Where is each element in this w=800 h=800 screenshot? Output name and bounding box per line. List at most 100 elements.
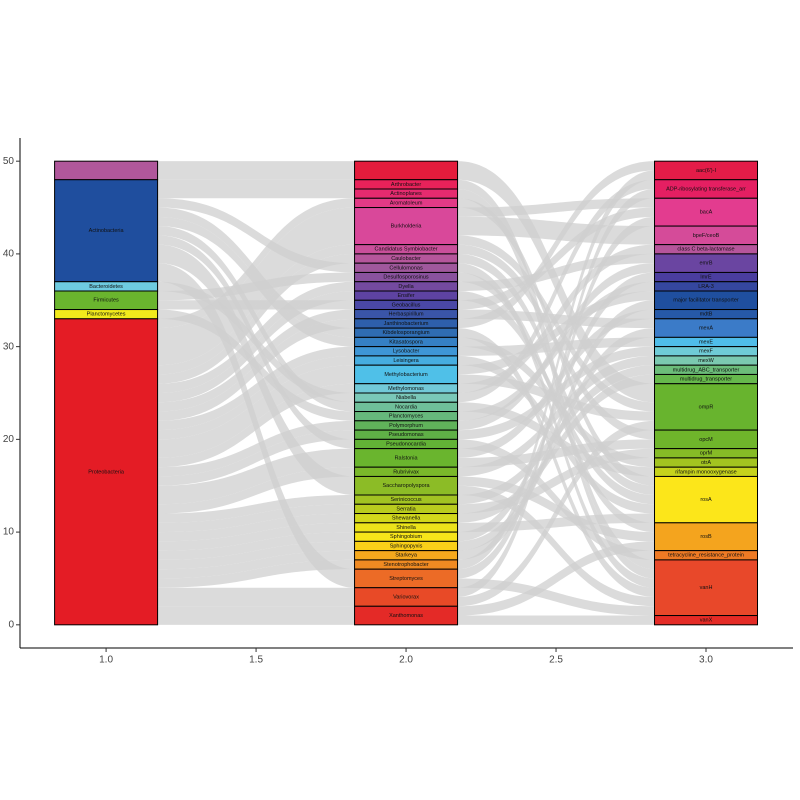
stratum-label: Shewanella bbox=[392, 516, 421, 522]
stratum-label: rosA bbox=[700, 497, 712, 503]
flow bbox=[457, 189, 655, 597]
stratum-label: Candidatus Symbiobacter bbox=[375, 247, 438, 253]
stratum-label: Xanthomonas bbox=[389, 613, 423, 619]
stratum-label: mdtB bbox=[700, 312, 713, 318]
stratum-label: Arthrobacter bbox=[391, 182, 421, 188]
stratum-label: Kitasatospora bbox=[389, 339, 424, 345]
flow bbox=[157, 179, 355, 189]
stratum-label: Sphingopyxis bbox=[390, 543, 423, 549]
stratum-label: multidrug_ABC_transporter bbox=[673, 367, 740, 373]
stratum-label: Actinobacteria bbox=[89, 228, 125, 234]
stratum bbox=[54, 160, 159, 181]
flow bbox=[457, 328, 655, 597]
stratum-label: Ralstonia bbox=[395, 455, 419, 461]
stratum-label: LRA-3 bbox=[698, 284, 714, 290]
stratum-label: otrA bbox=[701, 460, 711, 466]
stratum-label: Pseudonocardia bbox=[386, 441, 427, 447]
y-tick-label: 30 bbox=[3, 341, 15, 352]
stratum-label: rifampin monooxygenase bbox=[675, 469, 736, 475]
stratum bbox=[654, 615, 759, 626]
stratum-label: Leisingera bbox=[393, 358, 419, 364]
flow bbox=[157, 300, 355, 310]
stratum bbox=[654, 475, 759, 524]
flow bbox=[157, 235, 355, 449]
stratum-label: Firmicutes bbox=[93, 298, 119, 304]
stratum bbox=[354, 605, 459, 626]
flow bbox=[457, 272, 655, 542]
stratum-label: Pseudomonas bbox=[388, 432, 423, 438]
flow bbox=[157, 522, 355, 551]
stratum-label: Bacteroidetes bbox=[89, 284, 123, 290]
flow bbox=[457, 439, 655, 560]
stratum-label: ADP-ribosylating transferase_arr bbox=[666, 186, 746, 192]
y-tick-label: 40 bbox=[3, 249, 15, 260]
flow bbox=[457, 541, 655, 616]
links bbox=[157, 161, 655, 625]
stratum-label: Sphingobium bbox=[390, 534, 423, 540]
stratum-label: ompR bbox=[699, 404, 714, 410]
flow bbox=[457, 448, 655, 514]
stratum-label: class C beta-lactamase bbox=[677, 247, 734, 253]
stratum-label: Nocardia bbox=[395, 404, 418, 410]
stratum-label: rosB bbox=[700, 534, 712, 540]
flow bbox=[157, 198, 355, 273]
stratum bbox=[654, 522, 759, 552]
stratum-label: vanX bbox=[700, 618, 713, 624]
stratum-label: Janthinobacterium bbox=[384, 321, 429, 327]
flow bbox=[157, 420, 355, 477]
flow bbox=[157, 495, 355, 523]
stratum-label: Herbaspirillum bbox=[388, 312, 424, 318]
stratum-label: Stenotrophobacter bbox=[383, 562, 428, 568]
stratum-label: major facilitator transporter bbox=[673, 298, 739, 304]
flow bbox=[157, 513, 355, 542]
flow bbox=[157, 550, 355, 579]
flow bbox=[157, 559, 355, 588]
stratum-label: mexE bbox=[699, 339, 713, 345]
flow bbox=[457, 161, 655, 329]
flow bbox=[157, 263, 355, 588]
flow bbox=[157, 504, 355, 533]
stratum-label: Starkeya bbox=[395, 553, 418, 559]
y-tick-label: 10 bbox=[3, 527, 15, 538]
stratum-label: Dyella bbox=[398, 284, 414, 290]
flow bbox=[457, 420, 655, 607]
stratum-label: Polymorphum bbox=[389, 423, 423, 429]
flow bbox=[157, 346, 355, 431]
flow bbox=[157, 216, 355, 347]
stratum-label: Desulfosporosinus bbox=[383, 275, 428, 281]
flow bbox=[457, 300, 655, 560]
stratum-label: Niabella bbox=[396, 395, 417, 401]
y-tick-label: 50 bbox=[3, 156, 15, 167]
flow bbox=[157, 606, 355, 625]
stratum-label: Planctomyces bbox=[389, 414, 423, 420]
y-tick-label: 20 bbox=[3, 434, 15, 445]
flow bbox=[157, 189, 355, 199]
flow bbox=[457, 309, 655, 458]
stratum-label: mexF bbox=[699, 349, 713, 355]
y-tick-label: 0 bbox=[8, 619, 14, 630]
flow bbox=[157, 244, 355, 495]
flow bbox=[457, 161, 655, 403]
flow bbox=[157, 244, 355, 375]
stratum-label: Cellulomonas bbox=[389, 265, 423, 271]
stratum-label: Lysobacter bbox=[393, 349, 420, 355]
flow bbox=[157, 430, 355, 486]
stratum-label: oprM bbox=[700, 451, 713, 457]
stratum-label: Geobacillus bbox=[392, 302, 421, 308]
flow bbox=[157, 207, 355, 338]
stratum-label: bacA bbox=[700, 210, 713, 216]
stratum-label: aac(6')-I bbox=[696, 168, 716, 174]
flow bbox=[457, 578, 655, 616]
stratum-label: bpeF/ceoB bbox=[693, 233, 720, 239]
stratum-label: Methylobacterium bbox=[384, 372, 428, 378]
stratum-label: lmrE bbox=[700, 275, 712, 281]
flow bbox=[457, 207, 655, 310]
flow bbox=[457, 355, 655, 477]
stratum-label: Burkholderia bbox=[391, 224, 423, 230]
flow bbox=[157, 467, 355, 514]
flow bbox=[457, 244, 655, 393]
stratum-label: Methylomonas bbox=[388, 386, 424, 392]
flow bbox=[157, 587, 355, 607]
stratum-label: opcM bbox=[699, 437, 713, 443]
